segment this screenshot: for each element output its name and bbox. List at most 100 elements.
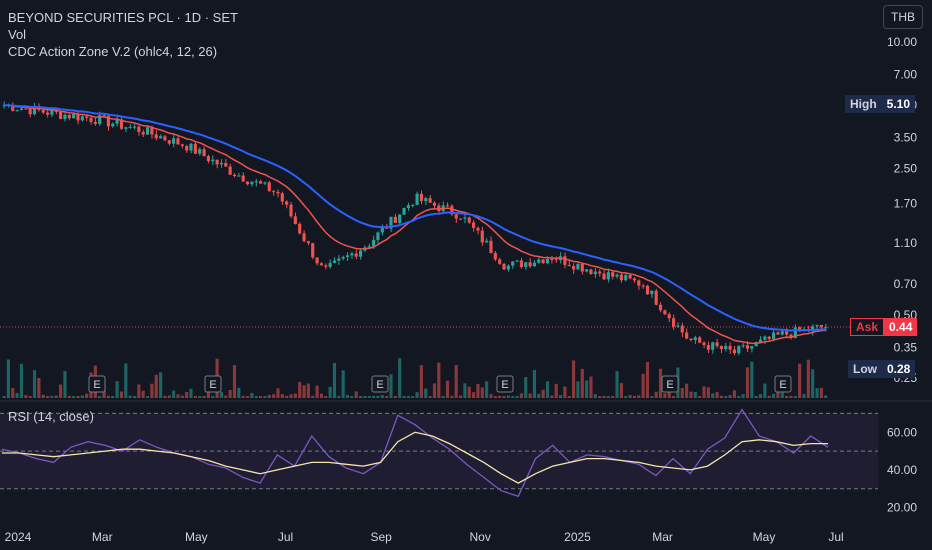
earnings-marker[interactable]: E	[371, 375, 389, 393]
volume-bar	[658, 368, 663, 398]
candle-body	[141, 132, 145, 135]
volume-bar	[67, 395, 71, 398]
indicator-legend[interactable]: CDC Action Zone V.2 (ohlc4, 12, 26)	[8, 44, 218, 59]
volume-bar	[802, 394, 806, 398]
volume-bar	[685, 383, 689, 398]
volume-bar	[19, 363, 24, 398]
volume-bar	[254, 395, 258, 398]
currency-button[interactable]: THB	[883, 5, 923, 29]
volume-bar	[619, 383, 623, 398]
earnings-marker[interactable]: E	[496, 375, 514, 393]
earnings-marker[interactable]: E	[774, 375, 792, 393]
volume-bar	[576, 381, 580, 398]
time-axis-label: Jul	[828, 530, 843, 544]
symbol-title[interactable]: BEYOND SECURITIES PCL · 1D · SET	[8, 10, 238, 25]
volume-bar	[572, 360, 576, 398]
candle-body	[19, 108, 24, 111]
volume-bar	[341, 370, 345, 398]
volume-bar	[145, 395, 150, 398]
volume-bar	[119, 391, 124, 398]
candle-body	[685, 332, 689, 339]
candle-body	[50, 109, 54, 115]
price-candles	[2, 101, 828, 356]
rsi-legend[interactable]: RSI (14, close)	[8, 409, 94, 424]
volume-bar	[498, 395, 502, 398]
candle-body	[406, 205, 410, 208]
time-axis-label: Nov	[469, 530, 490, 544]
candle-body	[276, 191, 280, 194]
candle-body	[767, 336, 771, 339]
candle-body	[63, 114, 67, 119]
volume-bar	[150, 383, 154, 398]
rsi-fill	[0, 413, 878, 489]
volume-bar	[50, 395, 54, 398]
candle-body	[680, 325, 684, 333]
candle-body	[476, 227, 480, 231]
candle-body	[463, 217, 467, 219]
volume-bar	[502, 395, 506, 398]
volume-bar	[541, 389, 545, 398]
volume-bar	[732, 390, 737, 398]
candle-body	[811, 326, 815, 332]
candle-body	[698, 337, 702, 343]
volume-bar	[519, 393, 523, 398]
volume-bar	[628, 395, 632, 398]
earnings-marker[interactable]: E	[88, 375, 106, 393]
candle-body	[745, 345, 750, 349]
candle-body	[654, 290, 658, 305]
volume-bar	[2, 395, 6, 398]
candle-body	[467, 217, 471, 223]
volume-bar	[276, 388, 280, 398]
volume-bar	[515, 395, 519, 398]
volume-bar	[185, 392, 189, 398]
candle-body	[432, 202, 437, 206]
volume-bars	[2, 358, 828, 398]
earnings-box	[88, 375, 106, 393]
candle-body	[250, 182, 254, 185]
volume-bar	[593, 394, 597, 398]
volume-bar	[367, 396, 371, 398]
candle-body	[602, 273, 606, 280]
volume-bar	[745, 367, 750, 398]
volume-bar	[11, 388, 15, 398]
candle-body	[763, 336, 767, 340]
volume-bar	[637, 395, 641, 398]
volume-bar	[24, 395, 28, 398]
candle-body	[485, 240, 489, 243]
candle-body	[124, 127, 128, 129]
volume-bar	[432, 383, 437, 398]
price-tick-label: 1.10	[894, 236, 918, 250]
earnings-marker[interactable]: E	[661, 375, 679, 393]
candle-body	[2, 105, 6, 107]
candle-body	[185, 145, 189, 151]
candle-body	[793, 327, 797, 338]
price-tick-label: 1.70	[894, 196, 918, 210]
earnings-marker[interactable]: E	[204, 375, 222, 393]
volume-bar	[754, 396, 758, 398]
volume-bar	[467, 386, 471, 398]
time-axis-label: Mar	[92, 530, 113, 544]
volume-bar	[111, 395, 115, 398]
candle-body	[719, 346, 723, 350]
candle-body	[398, 214, 402, 223]
volume-bar	[293, 393, 297, 398]
volume-legend[interactable]: Vol	[8, 27, 27, 42]
candle-body	[563, 256, 567, 265]
candle-body	[372, 239, 376, 247]
candle-body	[506, 265, 510, 270]
candle-body	[428, 198, 432, 203]
candle-body	[80, 116, 84, 121]
candle-body	[376, 232, 380, 240]
volume-bar	[511, 395, 515, 398]
volume-bar	[76, 395, 80, 398]
low-tag-label: Low	[848, 360, 882, 378]
volume-bar	[198, 396, 202, 398]
volume-bar	[641, 373, 645, 398]
volume-bar	[763, 383, 767, 398]
volume-bar	[350, 395, 354, 398]
volume-bar	[450, 395, 454, 398]
volume-bar	[406, 395, 410, 398]
candle-body	[445, 205, 450, 207]
